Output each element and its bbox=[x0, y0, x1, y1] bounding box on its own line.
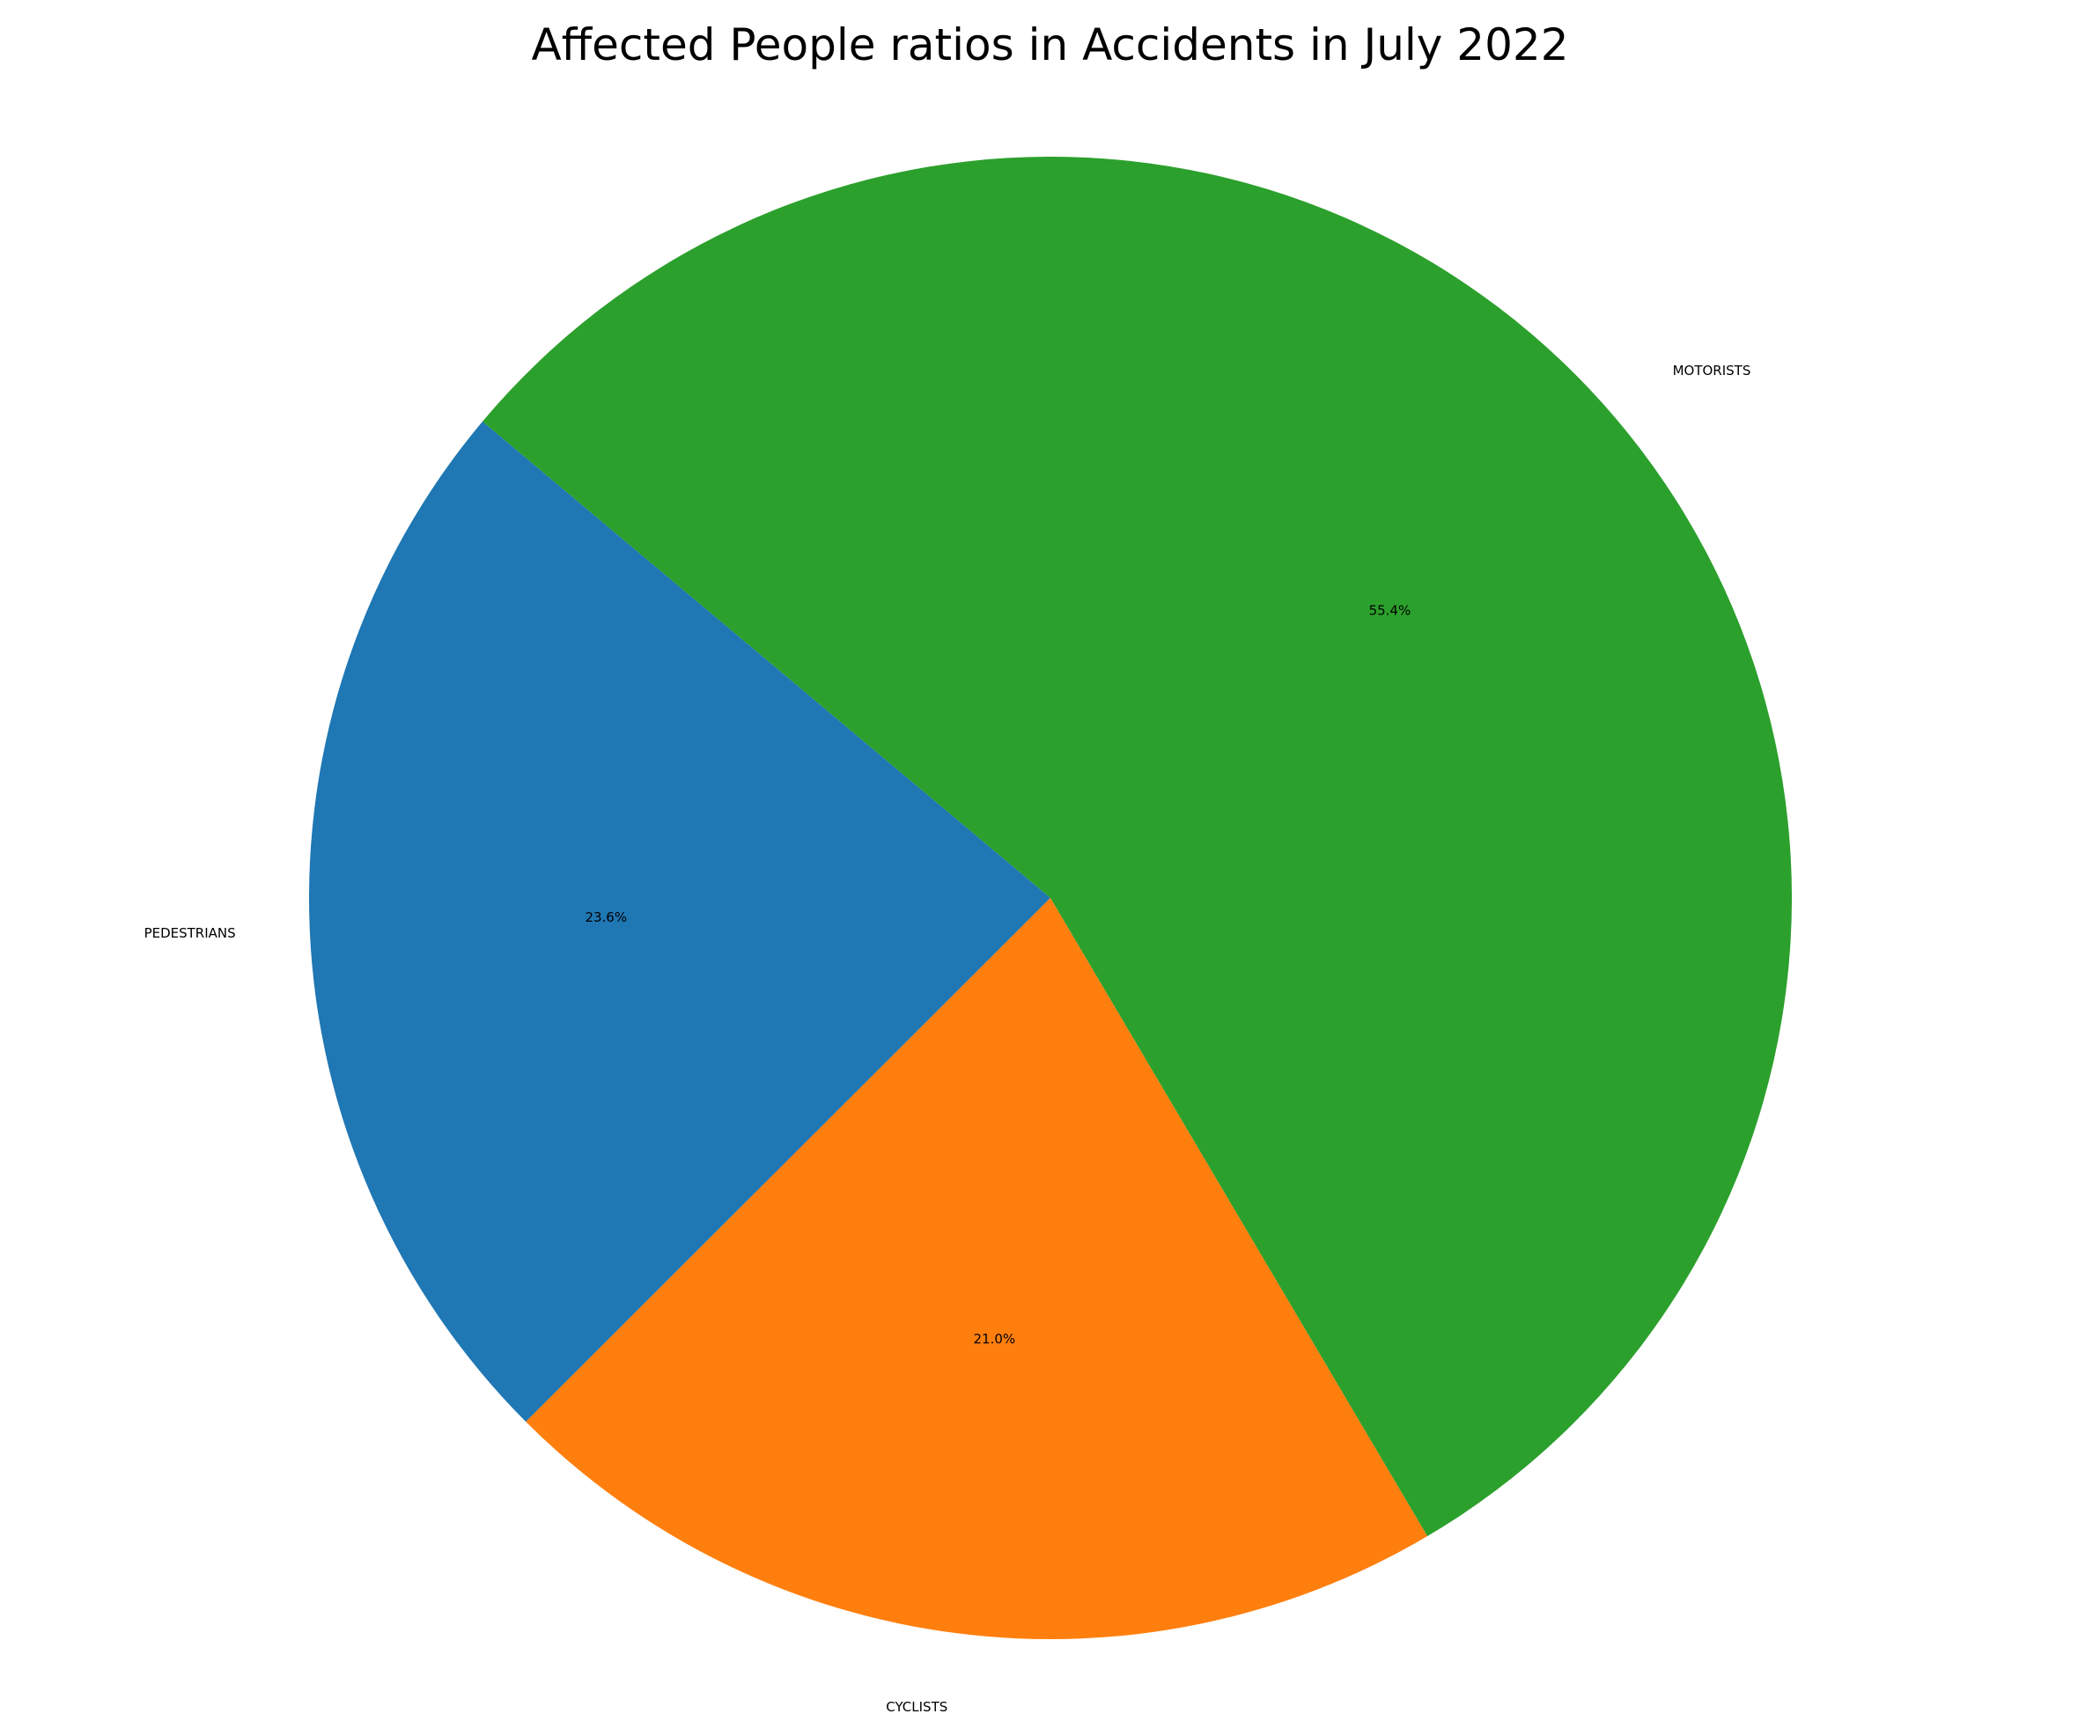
chart-title: Affected People ratios in Accidents in J… bbox=[531, 19, 1569, 70]
pct-label-pedestrians: 23.6% bbox=[585, 909, 627, 925]
slice-label-cyclists: CYCLISTS bbox=[886, 1699, 947, 1715]
pie-labels: 23.6% PEDESTRIANS 21.0% CYCLISTS 55.4% MOTORI… bbox=[144, 363, 1751, 1715]
pie-slice-cyclists bbox=[526, 898, 1428, 1640]
slice-label-pedestrians: PEDESTRIANS bbox=[144, 925, 236, 941]
pct-label-cyclists: 21.0% bbox=[974, 1331, 1016, 1347]
pie-slices bbox=[308, 157, 1792, 1640]
pct-label-motorists: 55.4% bbox=[1369, 602, 1411, 618]
slice-label-motorists: MOTORISTS bbox=[1673, 363, 1751, 379]
pie-slice-pedestrians bbox=[308, 421, 1050, 1422]
pie-slice-motorists bbox=[482, 157, 1792, 1537]
